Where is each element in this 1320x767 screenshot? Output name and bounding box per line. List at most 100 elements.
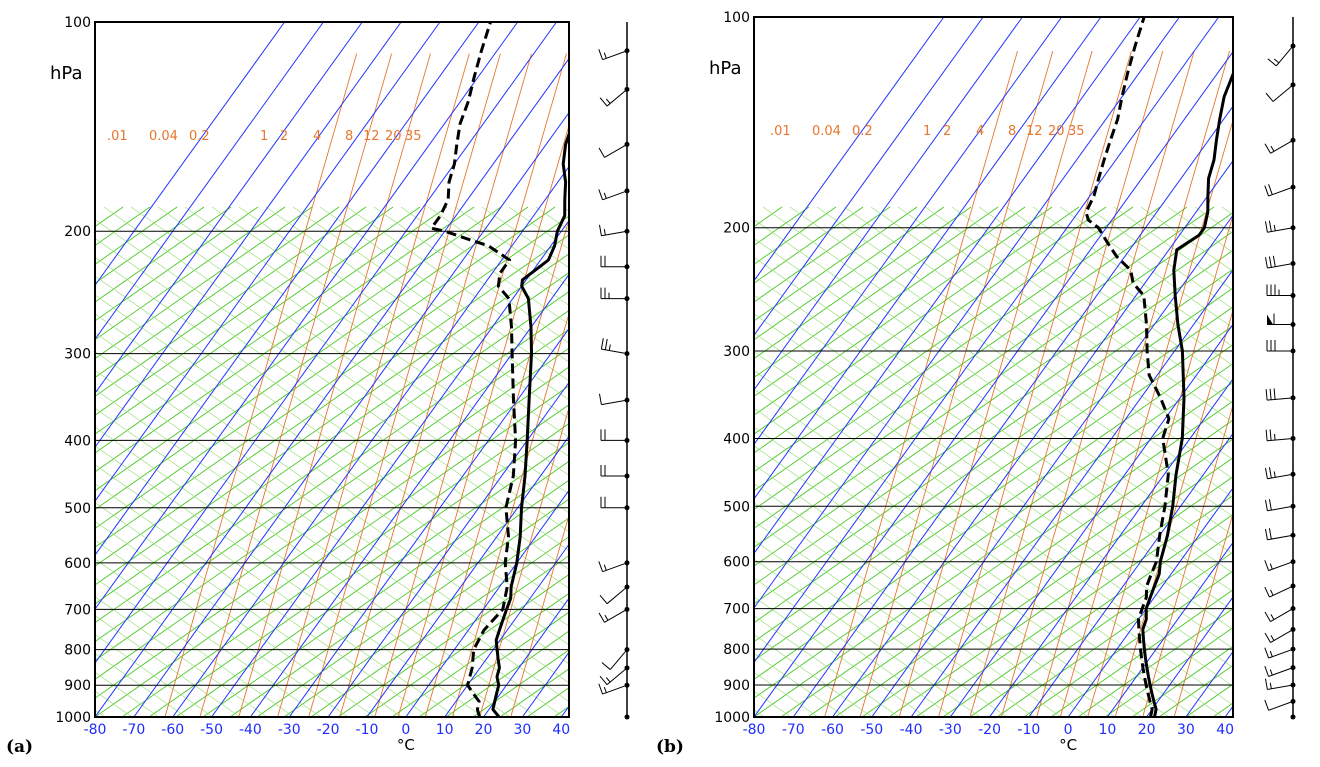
temperature-tick-label: -70: [782, 722, 805, 738]
wind-barb-shaft: [1268, 648, 1294, 659]
mixing-ratio-label: 20: [1048, 124, 1065, 139]
moist-adiabat: [211, 206, 569, 457]
isotherm: [1106, 541, 1233, 717]
dry-adiabat: [754, 381, 1233, 717]
wind-barb: [598, 560, 630, 573]
wind-barb: [598, 48, 630, 61]
mixing-ratio-line: [424, 217, 569, 717]
moist-adiabat: [754, 483, 1089, 717]
mixing-ratio-line: [938, 50, 1132, 717]
pressure-tick-label: 300: [64, 347, 91, 363]
moist-adiabat: [754, 332, 1233, 668]
wind-barb-half-flag: [605, 98, 611, 104]
dry-adiabat: [0, 207, 539, 717]
mixing-ratio-line: [164, 53, 358, 717]
mixing-ratio-label: 0.2: [189, 129, 210, 144]
wind-barb: [1264, 583, 1296, 598]
isotherm: [95, 22, 441, 503]
moist-adiabat: [754, 219, 1233, 555]
wind-barb-half-flag: [603, 192, 607, 199]
dry-adiabat: [95, 215, 569, 548]
isotherm: [444, 543, 569, 717]
mixing-ratio-line: [277, 53, 470, 717]
mixing-ratio-label: 35: [405, 129, 422, 144]
temperature-tick-label: 30: [1177, 722, 1195, 738]
temperature-tick-label: -80: [743, 722, 766, 738]
dry-adiabat: [95, 385, 569, 717]
moist-adiabat: [754, 596, 927, 717]
wind-barb-flag: [1264, 699, 1270, 711]
dry-adiabat: [0, 207, 485, 717]
moist-adiabat: [779, 207, 1320, 717]
moist-adiabat: [1032, 206, 1233, 348]
dry-adiabat: [754, 268, 1233, 605]
dry-adiabat: [445, 630, 569, 717]
plot-frame: [94, 21, 570, 718]
wind-barb: [598, 606, 630, 623]
wind-barb: [598, 141, 630, 158]
dry-adiabat: [1256, 207, 1320, 717]
wind-barb-shaft: [1268, 667, 1294, 677]
wind-barb-flag: [1268, 220, 1272, 232]
pressure-tick-label: 700: [723, 602, 750, 618]
moist-adiabat: [157, 206, 569, 495]
wind-barb-flag: [1268, 467, 1272, 479]
moist-adiabat: [754, 502, 1062, 717]
pressure-tick-label: 100: [723, 10, 750, 26]
moist-adiabat: [373, 206, 569, 344]
dry-adiabat: [986, 207, 1320, 717]
wind-barb-flag: [598, 224, 602, 236]
wind-barb-half-flag: [604, 614, 609, 621]
wind-barb-shaft: [604, 143, 628, 158]
wind-barb: [1264, 665, 1296, 677]
dry-adiabat: [95, 328, 569, 661]
isotherm: [1264, 17, 1320, 717]
pressure-tick-label: 700: [64, 602, 91, 618]
temperature-tick-label: 30: [513, 722, 531, 738]
pressure-tick-label: 600: [723, 555, 750, 571]
wind-barb: [599, 584, 630, 605]
mixing-ratio-line: [859, 50, 1054, 717]
moist-adiabat: [95, 558, 322, 717]
wind-barb-flag: [599, 675, 608, 685]
mixing-ratio-line: [238, 53, 431, 717]
moist-adiabat: [870, 206, 1233, 461]
mixing-ratio-line: [374, 53, 567, 717]
dry-adiabat: [256, 498, 569, 717]
temperature-tick-label: -50: [860, 722, 883, 738]
moist-adiabat: [0, 207, 116, 717]
panel-label: (b): [656, 737, 684, 757]
wind-barb-flag: [598, 561, 604, 572]
mixing-ratio-line: [824, 50, 1018, 717]
moist-adiabat: [95, 690, 133, 717]
dry-adiabat: [754, 362, 1233, 699]
wind-barb-flag: [1268, 499, 1272, 511]
moist-adiabat: [1167, 206, 1233, 253]
isotherm: [754, 17, 945, 282]
moist-adiabat: [0, 207, 62, 717]
dry-adiabat: [754, 206, 1161, 492]
dry-adiabat: [95, 206, 259, 322]
isotherm: [95, 22, 285, 287]
wind-barb-flag: [1264, 586, 1270, 598]
temperature-tick-label: -10: [1017, 722, 1040, 738]
moist-adiabat: [95, 275, 569, 608]
wind-barb-half-flag: [605, 677, 611, 683]
dry-adiabat: [754, 206, 1026, 397]
isotherm: [405, 489, 569, 717]
wind-barb: [598, 682, 630, 695]
wind-barb: [1264, 606, 1296, 623]
wind-barb-flag: [1264, 678, 1268, 690]
dry-adiabat: [0, 207, 593, 717]
dry-adiabat: [754, 287, 1233, 624]
wind-barb-flag: [1267, 58, 1277, 67]
dry-adiabat: [1202, 207, 1320, 717]
pressure-tick-label: 600: [64, 556, 91, 572]
wind-barb: [1264, 528, 1296, 541]
isotherm: [910, 268, 1233, 717]
isotherm: [95, 22, 480, 556]
isotherm: [1304, 17, 1320, 717]
wind-barb-half-flag: [608, 344, 611, 351]
